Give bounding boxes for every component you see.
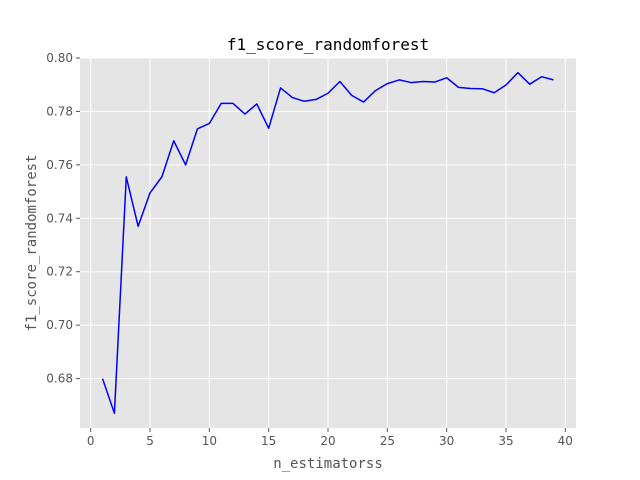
y-tick-label: 0.76 <box>46 158 73 172</box>
y-tick-label: 0.80 <box>46 51 73 65</box>
x-tick-label: 25 <box>380 434 395 448</box>
chart-title: f1_score_randomforest <box>227 35 429 54</box>
y-tick-label: 0.70 <box>46 318 73 332</box>
y-tick-label: 0.72 <box>46 265 73 279</box>
x-tick-label: 15 <box>261 434 276 448</box>
x-tick-label: 20 <box>320 434 335 448</box>
series-line <box>101 71 554 415</box>
axis-ticks: 0 5 10 15 20 25 30 35 40 0.68 0.70 0.72 0.74 0.76 0.78… <box>46 51 573 448</box>
x-axis-label: n_estimatorss <box>273 456 383 472</box>
x-tick-label: 5 <box>146 434 154 448</box>
y-tick-label: 0.74 <box>46 211 73 225</box>
x-tick-label: 0 <box>87 434 95 448</box>
x-tick-label: 40 <box>558 434 573 448</box>
x-tick-label: 10 <box>202 434 217 448</box>
grid <box>80 57 576 428</box>
y-tick-label: 0.68 <box>46 372 73 386</box>
y-axis-label: f1_score_randomforest <box>24 154 40 331</box>
y-tick-label: 0.78 <box>46 104 73 118</box>
x-tick-label: 30 <box>439 434 454 448</box>
x-tick-label: 35 <box>498 434 513 448</box>
